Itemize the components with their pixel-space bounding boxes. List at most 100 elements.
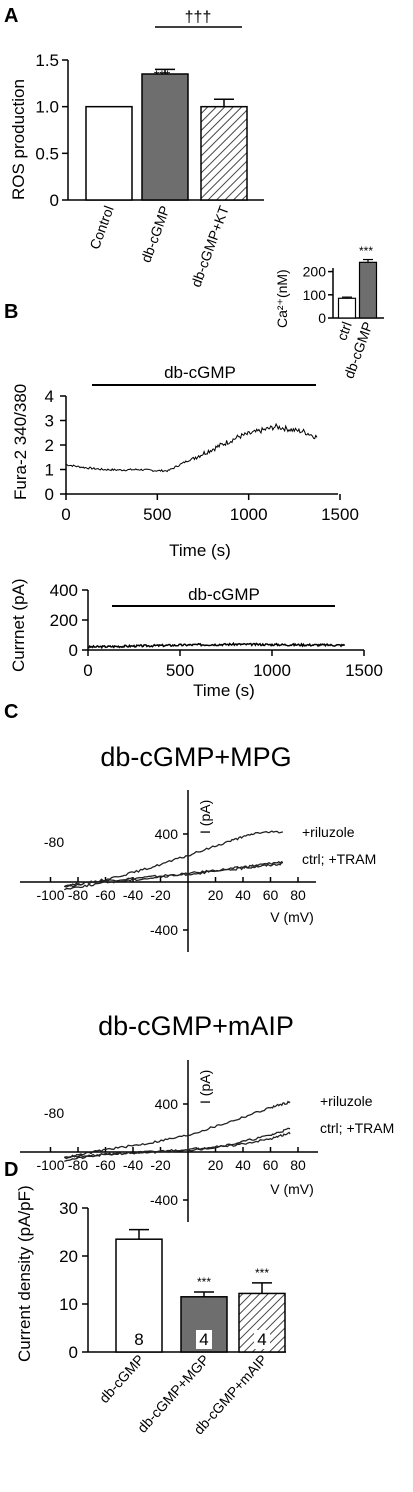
iv-xtick-label: 20 (208, 887, 224, 903)
inset-bar (358, 261, 378, 319)
iv-xtick-label: 60 (263, 887, 279, 903)
panel-c-maip-title: db-cGMP+mAIP (98, 1011, 294, 1041)
panel-c-maip-legend-riluzole: +riluzole (320, 1093, 373, 1109)
panel-b-ylabel: Fura-2 340/380 (11, 384, 30, 500)
current-ylabel: Currnet (pA) (9, 578, 28, 672)
inset-bar (337, 297, 357, 319)
b-xtick-label: 0 (61, 505, 70, 524)
iv-xtick-label: 80 (290, 887, 306, 903)
d-star-annotation: *** (255, 1266, 269, 1280)
iv-xtick-label: -100 (36, 1157, 64, 1173)
panel-c-mpg-ylabel: I (pA) (197, 800, 213, 834)
panel-a-chart: ROS production *** ††† 00.51.01.5Control… (9, 9, 264, 289)
b-xtick-label: 1500 (321, 505, 359, 524)
a-ytick-label: 0 (50, 191, 59, 210)
a-category-label: db-cGMP (138, 204, 173, 265)
iv-xtick-label: -80 (68, 1157, 88, 1173)
iv-xtick-label: 80 (290, 1157, 306, 1173)
cur-xtick-label: 500 (166, 661, 194, 680)
b-xtick-label: 500 (143, 505, 171, 524)
panel-letter-b: B (4, 301, 18, 323)
b-fura-trace (65, 422, 318, 473)
d-category-label: db-cGMP (96, 1351, 147, 1406)
b-ytick-label: 2 (45, 436, 54, 455)
panel-a-dagger-annotation: ††† (185, 9, 212, 26)
current-xlabel: Time (s) (193, 681, 255, 700)
b-ytick-label: 3 (45, 412, 54, 431)
d-n-label: 4 (257, 1330, 266, 1349)
panel-c-mpg-legend-riluzole: +riluzole (302, 824, 355, 840)
iv-xtick-label: 60 (263, 1157, 279, 1173)
panel-letter-d: D (4, 1159, 18, 1181)
cur-xtick-label: 0 (83, 661, 92, 680)
iv-ytick-label: -400 (150, 922, 178, 938)
panel-c-maip-ylabel: I (pA) (197, 1070, 213, 1104)
iv-xtick-label: 40 (235, 1157, 251, 1173)
inset-category-label: ctrl (333, 320, 354, 343)
iv-xtick-label: -60 (95, 887, 115, 903)
panel-c-mpg-title: db-cGMP+MPG (100, 742, 291, 772)
panel-b-chart: db-cGMP Fura-2 340/380 Time (s) 0 1 2 3 4 0 50… (11, 363, 359, 560)
panel-a-ylabel: ROS production (9, 79, 28, 200)
inset-ytick-label: 100 (303, 287, 327, 303)
d-n-background (254, 1330, 270, 1349)
panel-d-ylabel: Current density (pA/pF) (15, 1185, 34, 1362)
iv-xtick-label: -20 (150, 1157, 170, 1173)
d-ytick-label: 20 (59, 1247, 78, 1266)
b-ytick-label: 1 (45, 461, 54, 480)
iv-xtick-label: -40 (123, 887, 143, 903)
d-n-background (131, 1330, 147, 1349)
d-ytick-label: 10 (59, 1295, 78, 1314)
b-ytick-label: 4 (45, 387, 54, 406)
a-bar (85, 105, 133, 201)
b-ytick-label: 0 (45, 485, 54, 504)
iv-ytick-label: 400 (155, 1096, 179, 1112)
panel-c-mpg-xlabel: V (mV) (270, 909, 314, 925)
panel-letter-c: C (4, 701, 18, 723)
inset-star-annotation: *** (359, 244, 373, 258)
cur-ytick-label: 400 (50, 581, 78, 600)
iv-xtick-label: -20 (150, 887, 170, 903)
panel-c-maip-chart: db-cGMP+mAIP I (pA) V (mV) -80 +riluzole… (20, 1011, 394, 1222)
d-ytick-label: 30 (59, 1199, 78, 1218)
iv-ytick-label: -400 (150, 1192, 178, 1208)
cur-xtick-label: 1000 (253, 661, 291, 680)
a-ytick-label: 1.0 (35, 98, 59, 117)
iv-ytick-label: 400 (155, 826, 179, 842)
panel-c-mpg-chart: db-cGMP+MPG I (pA) V (mV) -80 +riluzole … (20, 742, 376, 952)
a-category-label: db-cGMP+KT (188, 203, 232, 289)
a-bar (200, 105, 248, 201)
panel-c-maip-marker-label: -80 (44, 1105, 64, 1121)
b-xtick-label: 1000 (230, 505, 268, 524)
iv-xtick-label: 40 (235, 887, 251, 903)
panel-d-chart: Current density (pA/pF) 0 10 20 30 8 db-cGMP 4… (15, 1185, 286, 1437)
panel-b-current-chart: db-cGMP Currnet (pA) Time (s) 0 200 400 0 50… (9, 578, 383, 700)
iv-xtick-label: 20 (208, 1157, 224, 1173)
iv-trace (63, 860, 284, 888)
panel-b-treatment-label: db-cGMP (164, 363, 236, 382)
a-category-label: Control (86, 204, 116, 252)
a-ytick-label: 1.5 (35, 51, 59, 70)
a-bar (141, 73, 189, 201)
iv-xtick-label: -80 (68, 887, 88, 903)
panel-letter-a: A (4, 5, 18, 27)
d-n-label: 4 (199, 1330, 208, 1349)
iv-trace (64, 1131, 291, 1158)
d-n-label: 8 (134, 1330, 143, 1349)
panel-b-xlabel: Time (s) (169, 541, 231, 560)
cur-ytick-label: 0 (69, 641, 78, 660)
iv-trace (63, 861, 284, 891)
panel-c-maip-legend-ctrl: ctrl; +TRAM (320, 1120, 394, 1136)
panel-d-ylabel-text: Current density (pA/pF) (15, 1185, 34, 1362)
inset-ylabel: Ca²⁺(nM) (274, 269, 290, 328)
panel-c-mpg-marker-label: -80 (44, 834, 64, 850)
panel-c-maip-xlabel: V (mV) (270, 1181, 314, 1197)
iv-xtick-label: -60 (95, 1157, 115, 1173)
panel-c-mpg-legend-ctrl: ctrl; +TRAM (302, 851, 376, 867)
inset-ytick-label: 0 (318, 310, 326, 326)
iv-xtick-label: -100 (36, 887, 64, 903)
cur-trace (87, 641, 346, 650)
inset-ytick-label: 200 (303, 264, 327, 280)
cur-xtick-label: 1500 (345, 661, 383, 680)
